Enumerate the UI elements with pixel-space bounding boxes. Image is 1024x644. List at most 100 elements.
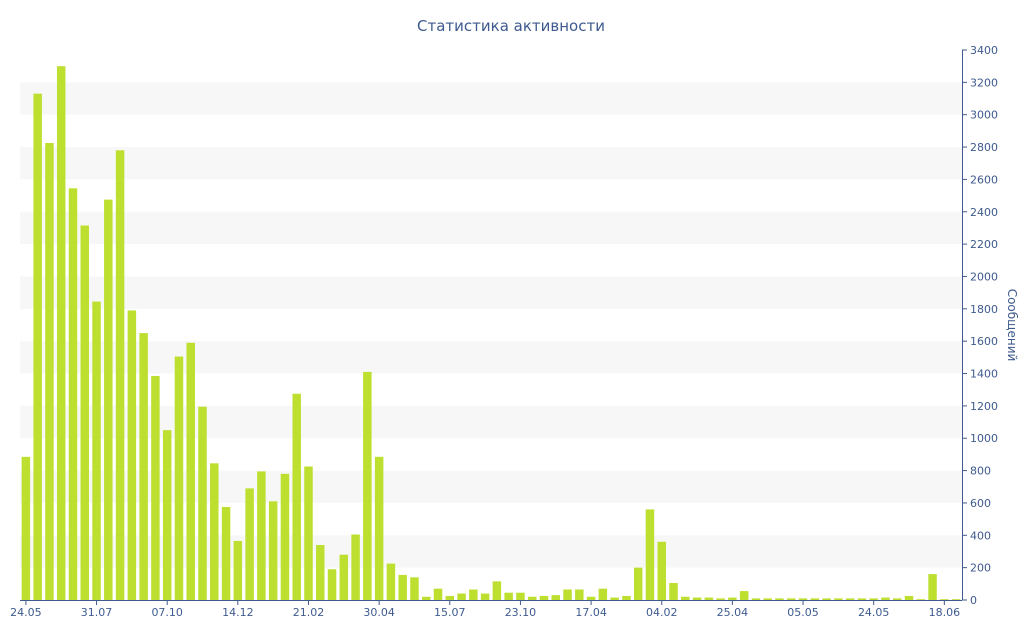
bar[interactable] <box>174 356 184 600</box>
bar[interactable] <box>916 599 926 600</box>
y-tick-label: 2600 <box>970 173 998 186</box>
bar[interactable] <box>304 466 313 600</box>
bar[interactable] <box>245 488 254 600</box>
bar[interactable] <box>775 598 784 600</box>
bar[interactable] <box>681 596 690 600</box>
bar[interactable] <box>268 501 278 600</box>
bar[interactable] <box>56 66 66 601</box>
bar[interactable] <box>45 143 54 600</box>
bar[interactable] <box>233 540 243 600</box>
bar[interactable] <box>186 342 195 600</box>
x-tick-label: 15.07 <box>434 606 466 619</box>
bar[interactable] <box>210 463 219 600</box>
bar[interactable] <box>21 456 31 600</box>
bar[interactable] <box>869 598 878 600</box>
bar[interactable] <box>422 596 431 600</box>
bar[interactable] <box>480 593 490 600</box>
bar[interactable] <box>33 93 42 601</box>
bar[interactable] <box>787 598 796 600</box>
bar[interactable] <box>881 597 890 600</box>
bar[interactable] <box>433 588 443 600</box>
bar[interactable] <box>928 574 937 600</box>
bar[interactable] <box>951 599 961 600</box>
bar[interactable] <box>645 509 655 600</box>
bar[interactable] <box>575 589 584 600</box>
bar[interactable] <box>92 301 101 600</box>
bar[interactable] <box>692 597 702 600</box>
bar[interactable] <box>940 599 949 600</box>
bar[interactable] <box>716 598 725 600</box>
bar[interactable] <box>633 567 643 600</box>
grid-band <box>20 535 962 568</box>
bar[interactable] <box>386 563 396 600</box>
bar[interactable] <box>445 595 455 600</box>
bar[interactable] <box>704 597 714 600</box>
bar[interactable] <box>198 406 207 600</box>
bar[interactable] <box>527 596 537 600</box>
bar[interactable] <box>457 593 466 600</box>
bar[interactable] <box>504 592 513 600</box>
bar[interactable] <box>492 581 502 600</box>
bar[interactable] <box>68 188 78 600</box>
y-tick-label: 1600 <box>970 335 998 348</box>
bar[interactable] <box>586 596 596 600</box>
y-tick-label: 2400 <box>970 206 998 219</box>
bar[interactable] <box>115 150 125 601</box>
bar[interactable] <box>162 430 172 600</box>
bar[interactable] <box>257 471 266 600</box>
bar[interactable] <box>398 574 407 600</box>
y-tick-label: 1400 <box>970 368 998 381</box>
bar[interactable] <box>316 545 325 600</box>
bar[interactable] <box>469 589 478 600</box>
grid-band <box>20 211 962 245</box>
bar[interactable] <box>339 554 349 600</box>
bar[interactable] <box>893 598 902 600</box>
y-tick-label: 0 <box>970 594 977 607</box>
y-tick-label: 2800 <box>970 141 998 154</box>
bar[interactable] <box>845 598 855 600</box>
bar[interactable] <box>80 225 89 600</box>
bar[interactable] <box>363 371 372 600</box>
bar[interactable] <box>374 456 384 600</box>
bar[interactable] <box>516 592 525 600</box>
bar[interactable] <box>351 534 360 600</box>
x-tick-label: 24.05 <box>858 606 890 619</box>
bar[interactable] <box>598 588 608 600</box>
bars-group <box>21 66 961 601</box>
bar[interactable] <box>739 591 749 600</box>
bar[interactable] <box>669 583 678 600</box>
x-tick-label: 14.12 <box>222 606 254 619</box>
bar[interactable] <box>292 393 301 600</box>
bar[interactable] <box>139 333 148 600</box>
bar[interactable] <box>563 589 572 600</box>
y-tick-label: 3400 <box>970 44 998 57</box>
bar[interactable] <box>810 598 820 600</box>
bar[interactable] <box>622 595 631 600</box>
x-tick-label: 24.05 <box>10 606 42 619</box>
bar[interactable] <box>410 577 419 600</box>
bar[interactable] <box>127 310 137 600</box>
bar[interactable] <box>798 598 808 600</box>
bar[interactable] <box>104 199 113 600</box>
bar[interactable] <box>327 569 337 600</box>
bar[interactable] <box>280 473 290 600</box>
bar[interactable] <box>221 506 231 600</box>
bar[interactable] <box>751 598 761 600</box>
bar[interactable] <box>834 598 843 600</box>
bar[interactable] <box>151 375 160 600</box>
bar[interactable] <box>551 595 560 600</box>
bar[interactable] <box>763 598 772 600</box>
bar[interactable] <box>728 597 737 600</box>
bar[interactable] <box>657 541 666 600</box>
y-tick-label: 3000 <box>970 109 998 122</box>
grid-band <box>20 147 962 180</box>
bar[interactable] <box>539 595 549 600</box>
grid-band <box>20 276 962 309</box>
bar[interactable] <box>904 595 914 600</box>
x-tick-label: 05.05 <box>787 606 819 619</box>
y-tick-label: 600 <box>970 497 991 510</box>
bar[interactable] <box>610 597 619 600</box>
bar[interactable] <box>857 598 867 600</box>
bar[interactable] <box>822 598 831 600</box>
grid-band <box>20 341 962 374</box>
